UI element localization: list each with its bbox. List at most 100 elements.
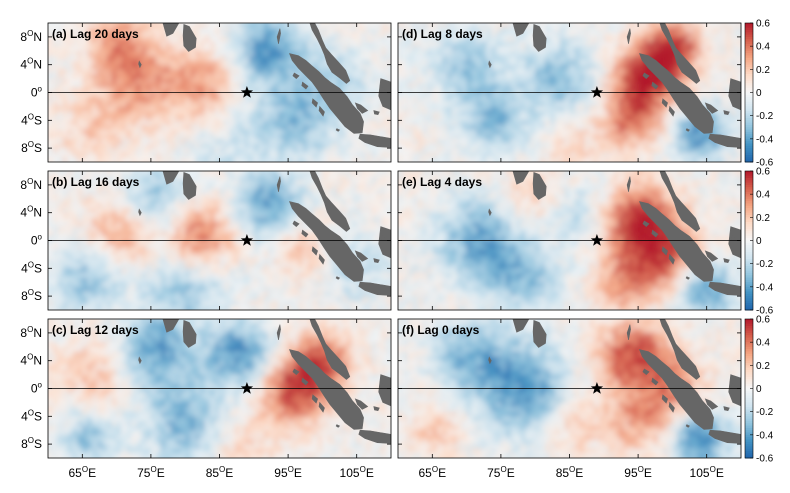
land-polygon: [354, 398, 369, 410]
land-polygon: [659, 23, 701, 84]
land-polygon: [289, 349, 364, 430]
land-polygon: [668, 105, 675, 117]
land-polygon: [162, 319, 180, 333]
land-polygon: [162, 171, 180, 185]
land-polygon: [708, 281, 741, 296]
y-tick-label: 8ON: [20, 177, 42, 192]
land-polygon: [532, 319, 547, 348]
panel-label-f: (f) Lag 0 days: [402, 323, 480, 337]
colorbar-tick-label: 0.6: [756, 167, 770, 178]
y-tick-label: 0o: [31, 233, 43, 248]
land-polygon: [373, 258, 380, 264]
y-tick-label: 8ON: [20, 29, 42, 44]
colorbar-tick-label: -0.6: [756, 158, 774, 169]
star-marker: [590, 382, 604, 394]
x-tick-label: 105OE: [690, 465, 724, 480]
land-polygon: [731, 85, 736, 93]
star-marker: [240, 86, 254, 98]
land-polygon: [704, 250, 719, 262]
panel-c: (c) Lag 12 days 8ON 4ON 0o 4OS 8OS 65OE 75OE 85O…: [20, 318, 392, 480]
land-polygon: [309, 319, 351, 380]
land-polygon: [270, 0, 275, 19]
land-polygon: [642, 72, 650, 80]
land-polygon: [685, 424, 690, 428]
land-polygon: [138, 208, 142, 217]
panel-label-c: (c) Lag 12 days: [52, 323, 139, 337]
land-polygon: [289, 53, 364, 134]
land-polygon: [626, 324, 631, 340]
land-polygon: [301, 229, 309, 238]
land-polygon: [488, 60, 492, 69]
land-polygon: [639, 53, 714, 134]
land-polygon: [488, 356, 492, 365]
x-tick-label: 75OE: [137, 465, 165, 480]
y-tick-label: 4OS: [21, 112, 42, 127]
y-tick-label: 8OS: [21, 140, 42, 155]
land-polygon: [373, 110, 380, 116]
colorbar-tick-label: -0.6: [756, 454, 774, 465]
colorbar-tick-label: 0.4: [756, 42, 770, 53]
land-polygon: [289, 201, 364, 282]
land-polygon: [381, 381, 386, 389]
colorbar-tick-label: -0.4: [756, 134, 774, 145]
colorbar-tick-label: 0.6: [756, 315, 770, 326]
land-polygon: [532, 171, 547, 200]
land-polygon: [311, 246, 318, 256]
land-polygon: [651, 81, 659, 90]
land-mask: [488, 319, 741, 444]
land-mask: [138, 171, 391, 296]
y-tick-label: 4ON: [20, 205, 42, 220]
land-polygon: [488, 208, 492, 217]
land-polygon: [708, 429, 741, 444]
land-polygon: [318, 401, 325, 413]
panel-b: (b) Lag 16 days 8ON 4ON 0o 4OS 8OS: [20, 170, 392, 311]
colorbar-tick-label: -0.4: [756, 430, 774, 441]
land-polygon: [659, 171, 701, 232]
land-polygon: [182, 23, 197, 52]
colorbar-tick-label: 0: [756, 88, 762, 99]
land-polygon: [723, 110, 730, 116]
panel-e: (e) Lag 4 days 0.6 0.4 0.2 0 -0.2 -0.4 -0.6: [397, 167, 774, 317]
land-polygon: [661, 394, 668, 404]
colorbar-tick-label: -0.2: [756, 407, 774, 418]
colorbar-d: 0.6 0.4 0.2 0 -0.2 -0.4 -0.6: [744, 19, 774, 169]
land-polygon: [358, 281, 391, 296]
colorbar-tick-label: 0.4: [756, 338, 770, 349]
y-tick-label: 4OS: [21, 408, 42, 423]
land-polygon: [639, 201, 714, 282]
land-polygon: [512, 171, 530, 185]
land-polygon: [138, 60, 142, 69]
land-polygon: [311, 394, 318, 404]
colorbar-tick-label: 0.4: [756, 190, 770, 201]
land-polygon: [668, 253, 675, 265]
land-polygon: [661, 98, 668, 108]
land-polygon: [651, 377, 659, 386]
land-polygon: [723, 406, 730, 412]
x-tick-label: 75OE: [487, 465, 515, 480]
land-polygon: [685, 276, 690, 280]
land-polygon: [292, 72, 300, 80]
land-polygon: [708, 133, 741, 148]
y-tick-label: 8OS: [21, 288, 42, 303]
land-polygon: [311, 98, 318, 108]
land-polygon: [626, 28, 631, 44]
land-polygon: [292, 368, 300, 376]
y-tick-label: 4OS: [21, 260, 42, 275]
land-polygon: [301, 377, 309, 386]
land-polygon: [373, 406, 380, 412]
colorbar-tick-label: -0.2: [756, 259, 774, 270]
land-polygon: [723, 258, 730, 264]
y-tick-label: 0o: [31, 85, 43, 100]
x-tick-label: 65OE: [68, 465, 96, 480]
land-polygon: [512, 23, 530, 37]
land-polygon: [309, 171, 351, 232]
land-polygon: [358, 133, 391, 148]
colorbar-tick-label: 0.2: [756, 65, 770, 76]
x-tick-label: 85OE: [556, 465, 584, 480]
star-marker: [590, 86, 604, 98]
colorbar-tick-label: 0.2: [756, 213, 770, 224]
land-polygon: [292, 220, 300, 228]
land-polygon: [731, 381, 736, 389]
